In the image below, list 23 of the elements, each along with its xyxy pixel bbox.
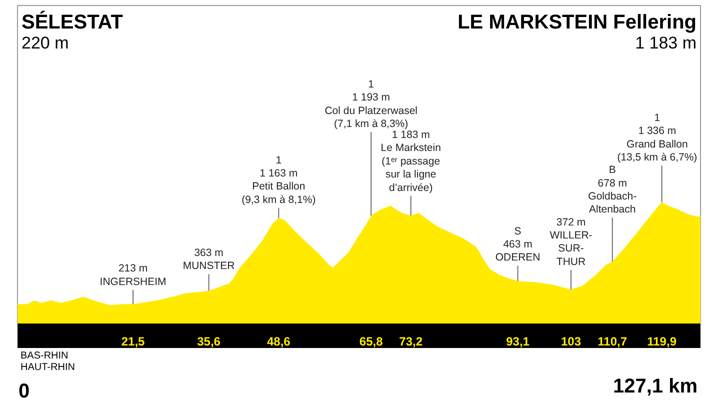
annotation: 213 m INGERSHEIM <box>100 262 166 288</box>
x-tick-label: 48,6 <box>266 334 291 348</box>
annotation: 1 1 163 m Petit Ballon (9,3 km à 8,1%) <box>242 154 316 206</box>
annotation: 363 m MUNSTER <box>182 246 236 272</box>
annotation: S 463 m ODEREN <box>495 225 540 264</box>
x-tick-label: 103 <box>560 334 582 348</box>
text: SÉLESTAT 220 m <box>22 10 123 52</box>
x-tick-label: 73,2 <box>399 334 423 348</box>
annotation: 1 1 336 m Grand Ballon (13,5 km à 6,7%) <box>617 112 698 164</box>
x-tick-label: 21,5 <box>121 334 146 348</box>
annotation: 1 183 m Le Markstein (1ᵉʳ passage sur la ligne d’arrivée) <box>380 128 442 194</box>
x-tick-label: 110,7 <box>598 334 628 348</box>
text: 127,1 km <box>612 376 698 398</box>
annotation: B 678 m Goldbach- Altenbach <box>588 164 638 216</box>
x-tick-label: 119,9 <box>647 334 677 348</box>
x-tick-label: 93,1 <box>506 334 530 348</box>
x-tick-label: 35,6 <box>197 334 221 348</box>
x-tick-label: 65,8 <box>359 334 384 348</box>
text: LE MARKSTEIN Fellering 1 183 m <box>458 12 697 52</box>
annotation: 372 m WILLER- SUR- THUR <box>550 216 593 268</box>
annotation: 1 1 193 m Col du Platzerwasel (7,1 km à 8,3%) <box>324 78 418 130</box>
text: BAS-RHIN HAUT-RHIN <box>20 350 75 374</box>
text: 0 <box>18 380 30 402</box>
